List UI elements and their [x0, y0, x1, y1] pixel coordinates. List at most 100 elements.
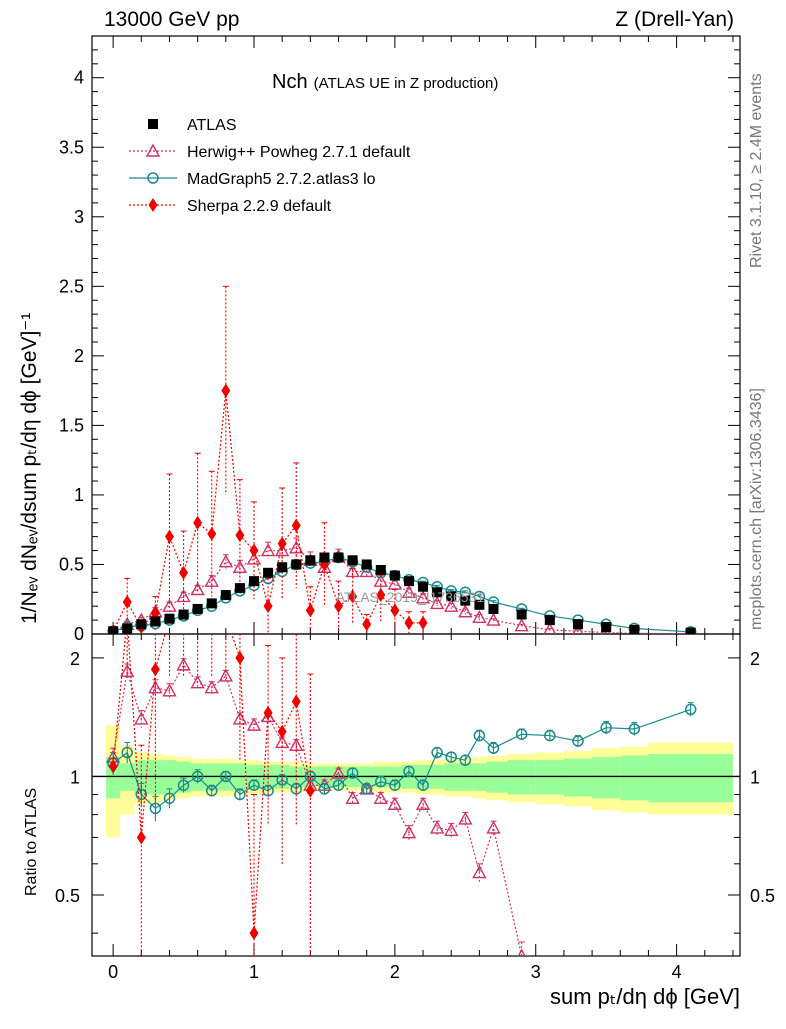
- main-open-triangle-marker: [246, 551, 262, 565]
- ratio-open-circle-marker: [248, 779, 260, 791]
- ratio-open-circle-marker: [360, 783, 373, 795]
- ratio-open-triangle-marker: [486, 820, 501, 834]
- main-open-triangle-marker: [472, 609, 487, 624]
- ratio-diamond-marker: [108, 759, 118, 774]
- ratio-panel-border: [91, 633, 741, 957]
- main-square-marker: [389, 570, 400, 581]
- main-square-marker: [122, 623, 133, 634]
- ratio-open-triangle-marker: [204, 680, 219, 694]
- main-square-marker: [220, 590, 231, 601]
- main-square-marker: [347, 555, 358, 566]
- stat-band-bin: [507, 760, 536, 795]
- main-diamond-marker: [334, 599, 344, 614]
- ratio-diamond-marker: [305, 783, 315, 798]
- ratio-open-circle-marker: [205, 784, 218, 797]
- main-diamond-marker: [348, 589, 358, 604]
- ratio-y-tick-label-right: 1: [750, 767, 760, 787]
- main-square-marker: [685, 627, 696, 634]
- main-square-marker: [108, 626, 119, 634]
- main-square-marker: [249, 576, 259, 587]
- ratio-diamond-series: [108, 634, 315, 956]
- main-diamond-marker: [207, 526, 217, 541]
- ratio-y-tick-label: 0.5: [55, 886, 80, 906]
- main-y-tick-label: 3: [74, 207, 84, 227]
- main-diamond-marker: [362, 617, 372, 632]
- ratio-open-circle-marker: [389, 779, 401, 791]
- main-open-triangle-marker: [572, 623, 584, 634]
- ratio-open-circle-marker: [628, 723, 641, 735]
- main-open-triangle-marker: [514, 618, 529, 632]
- legend-marker: [145, 143, 161, 157]
- main-open-triangle-marker: [218, 554, 234, 568]
- ratio-open-circle-marker: [149, 802, 162, 815]
- main-diamond-marker: [193, 515, 203, 530]
- ratio-open-circle-marker: [572, 735, 584, 747]
- ratio-open-circle-marker: [163, 792, 176, 805]
- x-tick-label: 1: [249, 962, 259, 982]
- stat-band-bin: [162, 760, 177, 795]
- main-y-tick-label: 2: [74, 346, 84, 366]
- ratio-open-triangle-marker: [331, 765, 346, 779]
- main-diamond-marker: [404, 615, 414, 630]
- main-square-marker: [277, 562, 288, 573]
- ratio-open-triangle-marker: [134, 711, 149, 725]
- legend-entry-label: MadGraph5 2.7.2.atlas3 lo: [187, 171, 376, 188]
- ratio-open-circle-marker: [431, 746, 443, 759]
- ratio-open-triangle-marker: [444, 822, 459, 836]
- main-open-triangle-marker: [401, 584, 417, 598]
- main-open-triangle-marker: [543, 622, 557, 634]
- plot-title-subtitle: (ATLAS UE in Z production): [314, 75, 499, 92]
- ratio-open-triangle-marker: [373, 790, 388, 805]
- main-square-marker: [263, 567, 274, 578]
- ratio-open-circle-marker: [220, 770, 232, 783]
- main-y-tick-label: 3.5: [59, 137, 84, 157]
- ratio-open-circle-marker: [487, 742, 500, 754]
- legend-entry-label: Herwig++ Powheg 2.7.1 default: [187, 144, 411, 161]
- main-diamond-marker: [376, 588, 386, 603]
- main-square-marker: [192, 603, 203, 614]
- header-energy-label: 13000 GeV pp: [104, 8, 240, 31]
- main-square-series: [108, 552, 696, 634]
- main-diamond-marker: [277, 536, 287, 551]
- ratio-open-circle-marker: [332, 779, 345, 791]
- ratio-open-triangle-marker: [162, 683, 177, 697]
- main-open-triangle-marker: [444, 598, 459, 612]
- main-square-marker: [319, 552, 330, 563]
- main-square-marker: [516, 609, 527, 620]
- ratio-diamond-marker: [263, 705, 273, 720]
- main-square-marker: [234, 583, 245, 594]
- stat-band-bin: [486, 761, 508, 793]
- main-square-marker: [361, 559, 372, 570]
- x-tick-label: 3: [531, 962, 541, 982]
- plot-title-main: Nch: [272, 71, 308, 93]
- main-diamond-marker: [418, 615, 428, 630]
- main-square-marker: [375, 565, 386, 576]
- legend-marker: [148, 119, 158, 129]
- main-square-marker: [164, 613, 175, 624]
- ratio-diamond-marker: [235, 650, 245, 665]
- main-square-marker: [403, 576, 414, 587]
- ratio-open-circle-line: [112, 708, 691, 810]
- main-square-marker: [460, 595, 471, 606]
- stat-band-bin: [148, 760, 163, 795]
- ratio-diamond-line: [112, 634, 311, 934]
- main-diamond-marker: [122, 595, 132, 610]
- legend-entry-label: Sherpa 2.2.9 default: [187, 198, 332, 215]
- main-square-marker: [178, 609, 189, 620]
- main-diamond-marker: [390, 603, 400, 618]
- main-open-triangle-marker: [190, 582, 205, 596]
- main-square-marker: [573, 619, 583, 630]
- main-square-marker: [488, 603, 499, 614]
- main-square-marker: [333, 552, 344, 563]
- main-open-triangle-marker: [373, 573, 388, 587]
- legend: ATLAS Herwig++ Powheg 2.7.1 default MadGra…: [129, 117, 411, 215]
- main-square-marker: [629, 624, 640, 634]
- x-tick-label: 4: [672, 962, 682, 982]
- main-diamond-marker: [164, 529, 174, 544]
- ratio-open-circle-series: [107, 702, 697, 822]
- main-square-marker: [601, 622, 612, 633]
- main-square-marker: [305, 555, 316, 566]
- ratio-open-triangle-line: [112, 663, 523, 956]
- ratio-open-circle-marker: [121, 746, 133, 759]
